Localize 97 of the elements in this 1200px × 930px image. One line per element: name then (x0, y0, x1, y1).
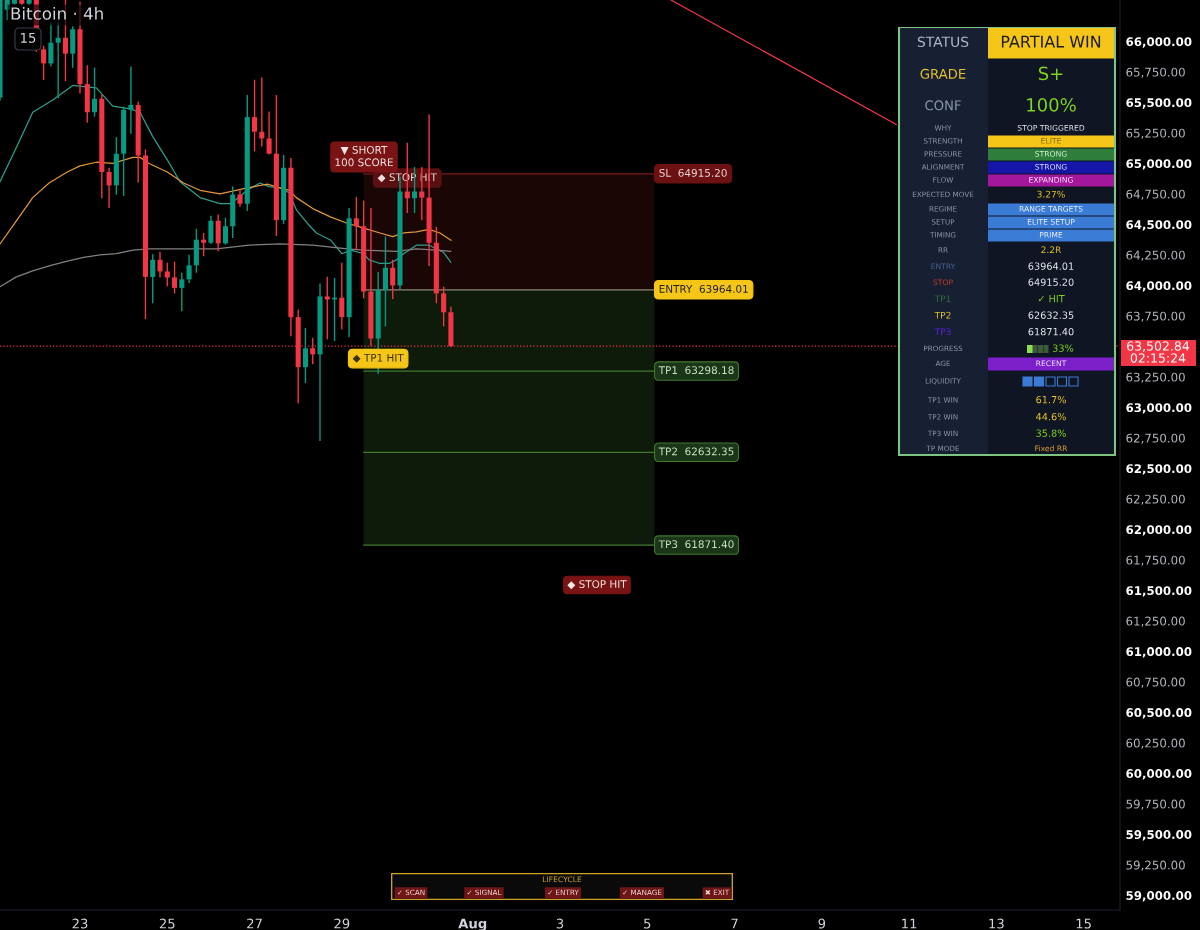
annotation: TP3 61871.40 (658, 540, 734, 549)
candlestick (390, 259, 396, 299)
annotation: 62632.35 (1028, 311, 1074, 319)
candlestick (106, 167, 112, 209)
candlestick (252, 79, 258, 152)
y-tick-label: 61,250.00 (1126, 616, 1185, 627)
y-tick-label: 64,000.00 (1126, 281, 1192, 292)
annotation: 3.27% (1037, 190, 1065, 198)
x-tick-label: 3 (556, 918, 564, 929)
candlestick (150, 254, 156, 304)
y-tick-label: 64,750.00 (1126, 189, 1185, 200)
y-tick-label: 65,500.00 (1126, 98, 1192, 109)
annotation: ◆ TP1 HIT (352, 353, 404, 363)
y-tick-label: 64,500.00 (1126, 220, 1192, 231)
y-tick-label: 62,750.00 (1126, 433, 1185, 444)
candlestick (41, 45, 47, 80)
annotation: GRADE (920, 68, 966, 79)
annotation: 33% (1052, 344, 1074, 352)
annotation: STATUS (917, 36, 969, 48)
annotation: 44.6% (1036, 412, 1066, 421)
y-tick-label: 61,750.00 (1126, 555, 1185, 566)
candlestick (222, 217, 228, 245)
chart-title: Bitcoin · 4h (11, 6, 103, 20)
candlestick (382, 236, 388, 327)
candlestick (339, 262, 345, 330)
x-tick-label: 23 (72, 918, 88, 929)
annotation: 35.8% (1036, 429, 1066, 437)
x-tick-label: 9 (818, 918, 826, 929)
candlestick (92, 67, 98, 117)
annotation: ▼ SHORT 100 SCORE (335, 145, 393, 167)
x-tick-label: 27 (247, 918, 262, 929)
annotation: CONF (925, 100, 961, 111)
candlestick (128, 66, 134, 134)
y-tick-label: 60,750.00 (1126, 677, 1185, 688)
y-tick-label: 62,000.00 (1126, 525, 1192, 536)
annotation: TP2 62632.35 (658, 447, 734, 456)
annotation: 61.7% (1036, 395, 1066, 404)
x-tick-label: 7 (731, 918, 738, 929)
x-tick-label: 25 (159, 918, 175, 929)
annotation: PARTIAL WIN (1001, 35, 1101, 48)
candlestick (353, 196, 359, 251)
y-tick-label: 65,000.00 (1126, 159, 1192, 170)
annotation: 15 (21, 33, 36, 43)
y-tick-label: 60,500.00 (1126, 708, 1192, 719)
candlestick (179, 272, 185, 312)
y-tick-label: 61,000.00 (1126, 647, 1192, 658)
y-tick-label: 60,000.00 (1126, 769, 1192, 780)
candlestick (186, 254, 192, 284)
y-tick-label: 65,250.00 (1126, 128, 1185, 139)
y-tick-label: 65,750.00 (1126, 67, 1185, 78)
text: 02:15:24 (1130, 353, 1186, 363)
annotation: SL 64915.20 (659, 168, 727, 177)
candlestick (48, 22, 54, 67)
y-tick-label: 63,750.00 (1126, 311, 1185, 322)
candlestick (266, 111, 272, 155)
y-tick-label: 59,500.00 (1126, 830, 1192, 841)
x-tick-label: 15 (1076, 918, 1091, 929)
annotation: S+ (1038, 66, 1063, 81)
candlestick (164, 262, 170, 287)
x-tick-label: 13 (989, 918, 1004, 929)
annotation: 2.2R (1041, 246, 1062, 253)
y-tick-label: 63,250.00 (1126, 372, 1185, 383)
candlestick (302, 328, 308, 384)
x-tick-label: 11 (902, 918, 917, 929)
y-tick-label: 62,500.00 (1126, 464, 1192, 475)
y-tick-label: 62,250.00 (1126, 494, 1185, 505)
y-tick-label: 64,250.00 (1126, 250, 1185, 261)
candlestick (55, 22, 61, 99)
annotation: 61871.40 (1028, 327, 1074, 336)
x-tick-label: 29 (334, 918, 350, 929)
annotation: ✓ HIT (1038, 295, 1065, 303)
y-tick-label: 63,000.00 (1126, 403, 1192, 414)
annotation: TP2 (934, 311, 951, 319)
candlestick (324, 276, 330, 340)
candlestick (157, 251, 163, 278)
candlestick (208, 215, 214, 245)
y-tick-label: 59,250.00 (1126, 860, 1185, 871)
annotation: 63964.01 (1028, 262, 1074, 270)
annotation: TP1 63298.18 (658, 366, 734, 375)
candlestick (441, 286, 447, 327)
candlestick (215, 214, 221, 252)
annotation: TP3 (934, 328, 951, 336)
candlestick (201, 232, 207, 257)
y-tick-label: 61,500.00 (1126, 586, 1192, 597)
y-tick-label: 59,000.00 (1126, 891, 1192, 902)
y-tick-label: 60,250.00 (1126, 738, 1185, 749)
annotation: ENTRY 63964.01 (659, 284, 748, 293)
candlestick (172, 261, 178, 294)
ref-line-label: 63,502.84 (1127, 341, 1190, 352)
annotation: 100% (1027, 98, 1076, 112)
y-tick-label: 59,750.00 (1126, 799, 1185, 810)
candlestick (4, 0, 10, 21)
x-tick-label: 5 (644, 918, 651, 929)
annotation: ◆ STOP HIT (567, 580, 627, 590)
annotation: 64915.20 (1028, 278, 1074, 286)
annotation: TP1 (934, 295, 951, 302)
y-tick-label: 66,000.00 (1126, 37, 1192, 48)
